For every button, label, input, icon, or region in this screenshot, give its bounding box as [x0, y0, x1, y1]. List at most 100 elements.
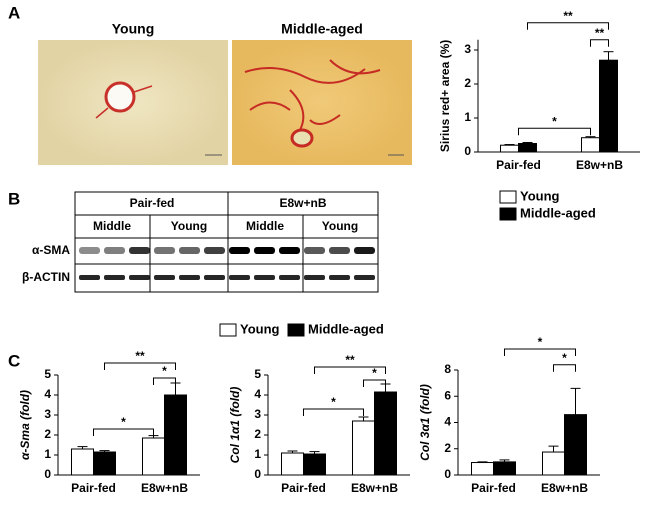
fibre	[244, 59, 381, 131]
legend-swatch	[499, 190, 517, 204]
bar	[500, 144, 519, 153]
bar	[71, 448, 94, 476]
x-tick-label: Pair-fed	[71, 481, 116, 495]
y-axis-label: Col 3α1 (fold)	[418, 384, 432, 461]
blot-band	[129, 275, 150, 280]
x-tick-label: E8w+nB	[141, 481, 188, 495]
x-tick-label: Pair-fed	[496, 158, 541, 172]
bar	[599, 59, 618, 153]
bar	[542, 451, 565, 476]
blot-band	[354, 275, 375, 280]
bar	[142, 437, 165, 476]
blot-group: Pair-fed	[130, 196, 175, 210]
blot-band	[354, 247, 375, 254]
blot-band	[79, 275, 100, 280]
blot-band	[104, 247, 125, 254]
blot-band	[204, 247, 225, 254]
blot-band	[79, 247, 100, 254]
significance-label: *	[538, 335, 543, 349]
bar	[281, 452, 304, 476]
bar	[518, 143, 537, 153]
y-tick-label: 4	[44, 387, 51, 401]
y-tick-label: 5	[254, 367, 261, 381]
micrograph	[232, 40, 412, 165]
blot-subgroup: Young	[171, 219, 207, 233]
significance-bracket	[93, 428, 154, 436]
y-tick-label: 2	[44, 427, 51, 441]
significance-label: *	[331, 395, 336, 409]
bar	[164, 394, 187, 476]
y-tick-label: 6	[444, 388, 451, 402]
y-tick-label: 2	[444, 441, 451, 455]
western-blot: Pair-fed E8w+nB Middle Young Middle Youn…	[22, 191, 379, 293]
significance-label: *	[372, 366, 377, 380]
y-tick-label: 3	[44, 407, 51, 421]
legend-label: Young	[520, 188, 560, 203]
legend-label: Middle-aged	[520, 205, 596, 220]
panel-label: A	[8, 3, 20, 22]
y-tick-label: 0	[254, 467, 261, 481]
significance-label: *	[121, 415, 126, 429]
blot-group: E8w+nB	[279, 196, 326, 210]
significance-label: **	[345, 353, 355, 367]
y-tick-label: 8	[444, 362, 451, 376]
blot-row-label: β-ACTIN	[22, 270, 70, 284]
blot-band	[329, 275, 350, 280]
x-tick-label: E8w+nB	[351, 481, 398, 495]
significance-bracket	[553, 364, 576, 372]
blot-subgroup: Middle	[246, 219, 284, 233]
blot-band	[254, 247, 275, 254]
bar	[93, 451, 116, 476]
legend-swatch	[499, 207, 517, 221]
bar	[374, 391, 397, 476]
panel-label: C	[8, 351, 20, 370]
y-tick-label: 0	[464, 144, 471, 158]
significance-bracket	[153, 377, 176, 385]
y-tick-label: 3	[464, 42, 471, 56]
bar	[564, 414, 587, 476]
significance-bracket	[527, 22, 609, 30]
blot-band	[254, 275, 275, 280]
significance-bracket	[504, 348, 576, 356]
significance-bracket	[363, 379, 386, 387]
micrograph-label: Young	[112, 21, 155, 37]
blot-band	[229, 275, 250, 280]
blot-band	[329, 247, 350, 254]
y-tick-label: 5	[44, 367, 51, 381]
significance-bracket	[314, 366, 386, 374]
y-tick-label: 3	[254, 407, 261, 421]
significance-bracket	[590, 39, 609, 47]
panel-label: B	[8, 189, 20, 208]
significance-bracket	[518, 127, 591, 136]
blot-band	[229, 247, 250, 254]
vessel	[290, 128, 314, 148]
significance-label: **	[595, 26, 605, 40]
significance-bracket	[104, 362, 176, 370]
y-tick-label: 2	[254, 427, 261, 441]
legend-swatch	[219, 323, 237, 337]
y-tick-label: 1	[254, 447, 261, 461]
legend-label: Middle-aged	[308, 321, 384, 336]
blot-band	[304, 275, 325, 280]
blot-band	[304, 247, 325, 254]
fibre	[95, 85, 153, 119]
blot-subgroup: Middle	[93, 219, 131, 233]
blot-band	[104, 275, 125, 280]
y-axis-label: Col 1α1 (fold)	[228, 387, 242, 464]
blot-band	[129, 247, 150, 254]
bar	[581, 137, 600, 153]
legend-swatch	[287, 323, 305, 337]
bar	[493, 461, 516, 476]
micrograph-label: Middle-aged	[281, 21, 363, 37]
x-tick-label: E8w+nB	[576, 158, 623, 172]
legend-label: Young	[240, 321, 280, 336]
bar	[352, 420, 375, 476]
y-axis-label: Sirius red+ area (%)	[438, 40, 452, 152]
vessel	[104, 81, 136, 113]
y-tick-label: 1	[464, 110, 471, 124]
blot-band	[179, 247, 200, 254]
y-axis-label: α-Sma (fold)	[18, 390, 32, 460]
y-tick-label: 2	[464, 76, 471, 90]
bar	[471, 462, 494, 476]
